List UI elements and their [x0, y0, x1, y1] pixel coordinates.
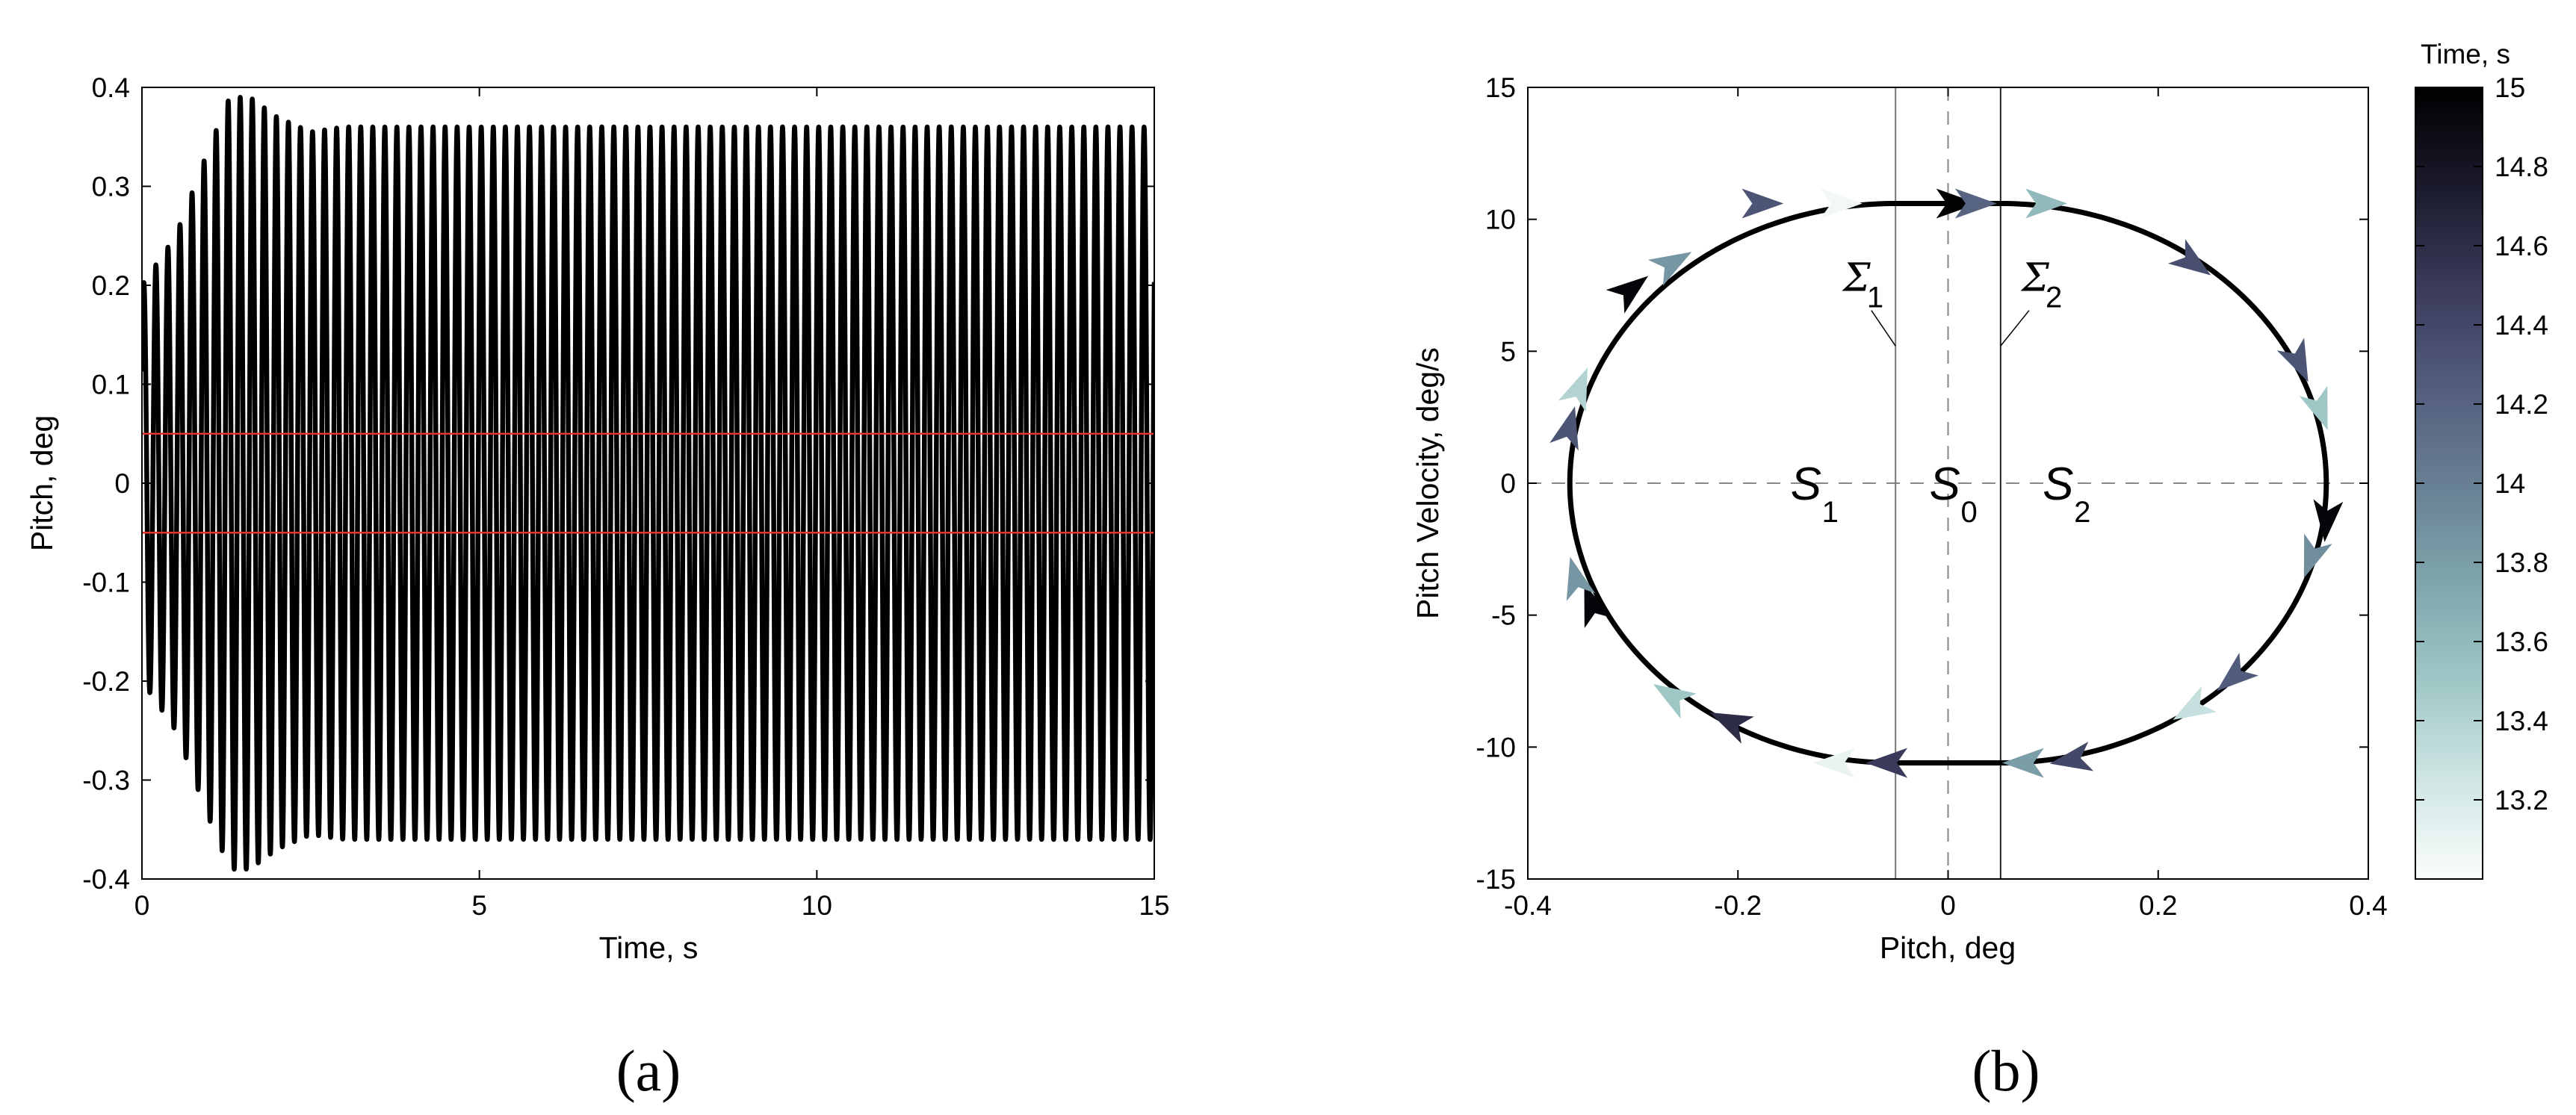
- x-tick-label: 15: [1139, 890, 1169, 921]
- x-tick-label: 10: [802, 890, 832, 921]
- region-label-S2: S: [2043, 459, 2073, 510]
- y-tick-label: -0.2: [82, 666, 130, 697]
- direction-arrow: [2313, 499, 2344, 542]
- phase-guides: [1528, 87, 2368, 879]
- panel-b-x-axis-label: Pitch, deg: [1880, 931, 2016, 965]
- y-tick-label: -15: [1476, 864, 1516, 895]
- panel-b-label: (b): [1972, 1038, 2040, 1103]
- colorbar-tick-label: 13.4: [2495, 706, 2548, 736]
- y-tick-label: -0.3: [82, 765, 130, 796]
- direction-arrow: [1820, 188, 1863, 219]
- y-tick-label: 10: [1485, 205, 1516, 235]
- direction-arrow: [2001, 748, 2044, 778]
- sigma-leader-line: [1871, 310, 1896, 347]
- direction-arrow: [2276, 338, 2309, 382]
- y-tick-label: 0.1: [92, 370, 130, 400]
- direction-arrow: [2049, 742, 2094, 771]
- region-label-subscript: 1: [1822, 496, 1839, 529]
- direction-arrow: [1549, 406, 1579, 451]
- panel-b-x-ticks: -0.4 -0.2 0 0.2 0.4: [1504, 87, 2388, 921]
- region-label-subscript: 2: [2074, 496, 2090, 529]
- colorbar-tick-label: 14.2: [2495, 389, 2548, 420]
- panel-a-y-ticks: 0.4 0.3 0.2 0.1 0 -0.1 -0.2 -0.3 -0.4: [82, 72, 1154, 895]
- panel-a-label: (a): [616, 1038, 681, 1103]
- sigma-label-subscript: 2: [2046, 282, 2062, 314]
- sigma-leader-line: [2000, 310, 2030, 347]
- direction-arrow: [2217, 652, 2259, 692]
- y-tick-label: -0.4: [82, 864, 130, 895]
- colorbar-tick-label: 15: [2495, 72, 2525, 103]
- y-tick-label: -5: [1491, 600, 1516, 631]
- x-tick-label: -0.2: [1714, 890, 1762, 921]
- region-label-S0: S: [1930, 459, 1960, 510]
- colorbar-tick-label: 13.8: [2495, 547, 2548, 578]
- colorbar-tick-label: 13.2: [2495, 785, 2548, 816]
- threshold-lines: [142, 432, 1154, 534]
- region-label-S1: S: [1791, 459, 1821, 510]
- panel-a-x-ticks: 0 5 10 15: [134, 87, 1170, 921]
- direction-arrow: [2167, 239, 2211, 276]
- sigma-label: Σ: [2020, 256, 2049, 301]
- colorbar-tick-label: 13.6: [2495, 627, 2548, 657]
- x-tick-label: 0.4: [2349, 890, 2387, 921]
- colorbar-tick-label: 14.4: [2495, 310, 2548, 341]
- direction-arrow: [1709, 712, 1754, 744]
- direction-arrow: [2299, 385, 2328, 431]
- panel-a-x-axis-label: Time, s: [599, 931, 699, 965]
- panel-a-time-series: 0 5 10 15 0.4 0.3 0.2 0.1 0 -0.1 -0.2 -0.3 -0.4 Tim…: [25, 72, 1170, 1103]
- direction-arrow: [2025, 188, 2068, 219]
- direction-arrows: [1549, 188, 2344, 778]
- y-tick-label: 0.3: [92, 172, 130, 202]
- y-tick-label: 0.4: [92, 72, 130, 103]
- direction-arrow: [1647, 252, 1692, 286]
- y-tick-label: 0: [114, 468, 130, 499]
- y-tick-label: 0: [1500, 468, 1516, 499]
- direction-arrow: [1954, 188, 1997, 219]
- direction-arrow: [1812, 748, 1855, 778]
- panel-a-y-axis-label: Pitch, deg: [25, 415, 59, 551]
- direction-arrow: [1558, 367, 1588, 412]
- y-tick-label: 0.2: [92, 270, 130, 301]
- direction-arrow: [1866, 748, 1908, 778]
- direction-arrow: [2303, 533, 2332, 578]
- x-tick-label: -0.4: [1504, 890, 1552, 921]
- colorbar: 15 14.8 14.6 14.4 14.2 14 13.8 13.6 13.4 13.2 Tim…: [2415, 39, 2548, 880]
- pitch-trace: [142, 95, 1154, 872]
- x-tick-label: 0: [134, 890, 150, 921]
- direction-arrow: [1653, 683, 1697, 719]
- y-tick-label: -10: [1476, 732, 1516, 763]
- region-label-subscript: 0: [1961, 496, 1978, 529]
- x-tick-label: 0: [1940, 890, 1956, 921]
- switching-line-labels: Σ1 Σ2: [1842, 256, 2062, 347]
- x-tick-label: 5: [471, 890, 487, 921]
- direction-arrow: [1566, 556, 1596, 601]
- pitch-time-series: [142, 95, 1154, 872]
- sigma-label: Σ: [1842, 256, 1871, 301]
- colorbar-tick-label: 14: [2495, 468, 2525, 499]
- colorbar-gradient: [2415, 87, 2483, 880]
- direction-arrow: [1741, 188, 1784, 219]
- sigma-label-subscript: 1: [1867, 282, 1883, 314]
- y-tick-label: 5: [1500, 336, 1516, 367]
- y-tick-label: -0.1: [82, 568, 130, 598]
- colorbar-tick-label: 14.6: [2495, 231, 2548, 261]
- colorbar-title: Time, s: [2421, 39, 2510, 69]
- x-tick-label: 0.2: [2139, 890, 2177, 921]
- panel-b-y-axis-label: Pitch Velocity, deg/s: [1411, 347, 1445, 619]
- y-tick-label: 15: [1485, 72, 1516, 103]
- colorbar-ticks: 15 14.8 14.6 14.4 14.2 14 13.8 13.6 13.4 13.2: [2415, 72, 2548, 816]
- colorbar-tick-label: 14.8: [2495, 152, 2548, 182]
- direction-arrow: [1936, 188, 1978, 219]
- direction-arrow: [1584, 583, 1613, 629]
- direction-arrow: [2173, 686, 2217, 720]
- direction-arrow: [1606, 276, 1649, 314]
